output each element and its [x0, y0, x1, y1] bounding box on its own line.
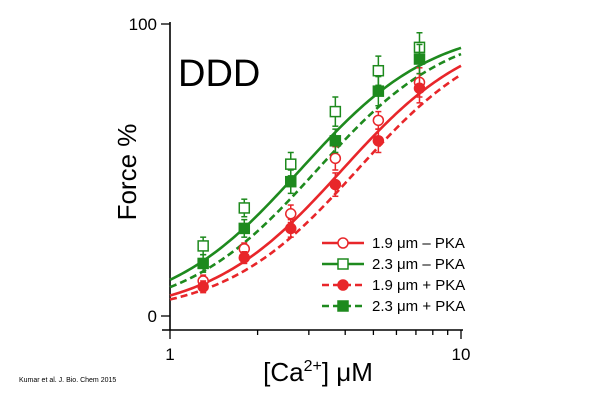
- x-axis-label-main: [Ca: [263, 357, 304, 387]
- data-point: [238, 222, 251, 235]
- data-point: [238, 202, 251, 214]
- y-tick-label: 0: [148, 307, 157, 326]
- panel-label: DDD: [178, 53, 260, 95]
- data-point: [329, 135, 342, 147]
- y-tick-label: 100: [129, 15, 157, 34]
- data-point: [372, 64, 385, 77]
- fit-curves: [169, 46, 462, 301]
- data-point: [285, 158, 297, 170]
- x-axis-label: [Ca2+] μM: [263, 357, 373, 387]
- data-point: [329, 105, 342, 118]
- citation: Kumar et al. J. Bio. Chem 2015: [19, 377, 117, 384]
- legend-entry: 2.3 μm – PKA: [372, 256, 465, 273]
- data-point: [197, 281, 209, 293]
- fit-curve: [169, 73, 462, 301]
- data-point: [413, 82, 426, 94]
- legend-marker: [337, 300, 349, 312]
- legend-entry: 1.9 μm – PKA: [372, 235, 465, 252]
- legend-marker: [337, 258, 349, 270]
- data-point: [372, 114, 385, 127]
- data-point: [197, 257, 209, 270]
- legend-marker: [337, 237, 349, 249]
- data-point: [285, 222, 297, 235]
- x-tick-label: 1: [165, 345, 174, 364]
- x-axis-label-rest: ] μM: [322, 357, 373, 387]
- legend-entry: 1.9 μm + PKA: [372, 277, 465, 294]
- data-point: [413, 53, 426, 65]
- y-axis-label: Force %: [112, 124, 142, 221]
- fit-curve: [169, 64, 462, 297]
- data-point: [285, 208, 297, 220]
- data-points: [197, 32, 426, 294]
- x-axis-label-superscript: 2+: [304, 358, 322, 375]
- data-point: [329, 152, 342, 165]
- x-tick-label: 10: [452, 345, 471, 364]
- data-point: [372, 85, 385, 97]
- data-point: [197, 240, 209, 252]
- legend-entry: 2.3 μm + PKA: [372, 298, 465, 315]
- data-point: [329, 178, 342, 191]
- legend-marker: [337, 279, 349, 291]
- legend: 1.9 μm – PKA 2.3 μm – PKA 1.9 μm + PKA 2.3 …: [322, 235, 465, 315]
- fit-curve: [169, 46, 462, 282]
- data-point: [238, 251, 251, 264]
- axes: 0 100 1 10: [129, 15, 471, 364]
- fit-curve: [169, 52, 462, 289]
- data-point: [285, 175, 297, 188]
- data-point: [372, 135, 385, 147]
